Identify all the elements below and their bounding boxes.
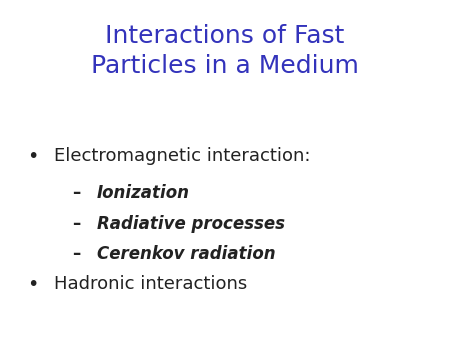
Text: Cerenkov radiation: Cerenkov radiation <box>97 245 275 263</box>
Text: •: • <box>27 147 38 166</box>
Text: Radiative processes: Radiative processes <box>97 215 285 233</box>
Text: Electromagnetic interaction:: Electromagnetic interaction: <box>54 147 310 165</box>
Text: Ionization: Ionization <box>97 184 190 202</box>
Text: Hadronic interactions: Hadronic interactions <box>54 275 247 293</box>
Text: –: – <box>72 184 80 202</box>
Text: •: • <box>27 275 38 294</box>
Text: –: – <box>72 215 80 233</box>
Text: –: – <box>72 245 80 263</box>
Text: Interactions of Fast
Particles in a Medium: Interactions of Fast Particles in a Medi… <box>91 24 359 78</box>
